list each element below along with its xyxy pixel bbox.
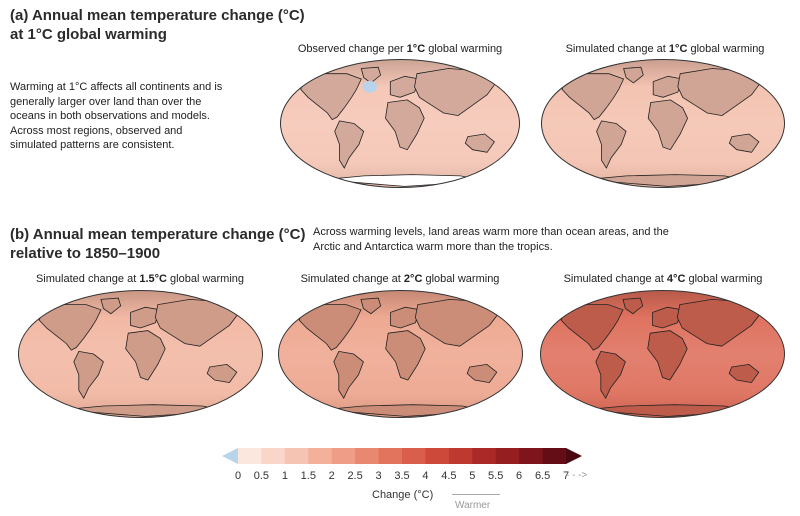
map-simulated-1c [540,58,786,189]
colorbar-swatch [238,448,262,464]
continent-south-america [595,350,626,400]
colorbar-tick-label: 2.5 [347,470,363,482]
colorbar-swatch [308,448,333,464]
colorbar-title: Change (°C) [372,489,434,501]
continent-south-america [596,120,627,169]
panel-b-title-line1: (b) Annual mean temperature change (°C) [10,226,306,243]
continent-europe [652,306,683,329]
continent-europe [389,75,420,98]
panel-b-title: (b) Annual mean temperature change (°C) … [10,225,305,263]
continent-greenland [622,297,644,315]
continent-europe [390,306,421,329]
continent-africa [125,330,166,381]
map-b1-caption: Simulated change at 1.5°C global warming [35,273,245,285]
panel-b-note: Across warming levels, land areas warm m… [313,226,669,253]
colorbar-tick-label: 6.5 [534,470,551,482]
colorbar-tick-label: 1 [281,470,288,482]
continent-greenland [360,297,382,315]
panel-a-note: Warming at 1°C affects all continents an… [10,81,223,151]
panel-a-title-line1: (a) Annual mean temperature change (°C) [10,7,305,24]
colorbar-tick-label: 2 [328,470,335,482]
continent-australia [464,133,495,153]
colorbar [222,448,582,464]
colorbar-tick-label: 3 [375,470,382,482]
colorbar-tick-label: 0 [234,470,242,482]
map-outline [18,290,263,418]
continent-greenland [100,297,122,315]
continent-greenland [623,66,644,84]
map-outline [541,59,785,188]
continent-north-america [300,73,362,121]
colorbar-tick-label: 4 [422,470,429,482]
colorbar-swatch [402,448,426,464]
map-observed-1c-svg [280,59,520,188]
continent-north-america [38,304,102,351]
map-simulated-1-5c [17,289,264,419]
colorbar-swatch [261,448,286,464]
colorbar-tick-label: 5 [469,470,476,482]
map-simulated-4c-svg [540,290,785,418]
colorbar-swatch [425,448,450,464]
continent-australia [728,363,760,384]
cooling-patch [362,80,378,93]
colorbar-swatch [448,448,473,464]
panel-a-title: (a) Annual mean temperature change (°C) … [10,6,305,44]
continent-africa [385,99,425,151]
colorbar-swatch [519,448,544,464]
continent-south-america [73,350,104,400]
map-outline [280,59,520,188]
colorbar-cool-tip [222,448,238,464]
map-a1-caption: Observed change per 1°C global warming [297,43,503,55]
colorbar-tick-label: 6 [516,470,523,482]
map-simulated-2c [277,289,524,419]
colorbar-swatches [222,448,582,464]
continent-africa [647,99,689,151]
colorbar-swatch [331,448,356,464]
colorbar-tick-label: 5.5 [488,470,504,482]
colorbar-tick-label: 0.5 [253,470,270,482]
colorbar-swatch [542,448,567,464]
continent-north-america [560,304,624,351]
map-simulated-2c-svg [278,290,523,418]
colorbar-tick-label: 7 [562,470,570,482]
panel-a-title-line2: at 1°C global warming [10,26,167,43]
continent-north-america [298,304,362,351]
continent-europe [652,75,684,98]
map-observed-1c [279,58,521,189]
continent-africa [647,330,688,381]
map-b3-caption: Simulated change at 4°C global warming [563,273,763,285]
continent-australia [466,363,498,384]
colorbar-swatch [284,448,309,464]
colorbar-swatch [495,448,520,464]
map-simulated-1c-svg [541,59,785,188]
colorbar-tick-labels: 0 0.5 1 1.5 2 2.5 3 3.5 4 4.5 5 5.5 6 6.5 7 [222,470,582,484]
continent-australia [206,363,238,384]
colorbar-warm-tip [566,448,582,464]
colorbar-dots: - - -> [566,470,588,481]
colorbar-tick-label: 4.5 [441,470,457,482]
colorbar-swatch [378,448,403,464]
panel-b-title-line2: relative to 1850–1900 [10,245,161,262]
map-b2-caption: Simulated change at 2°C global warming [300,273,500,285]
map-outline [540,290,785,418]
map-simulated-1-5c-svg [18,290,263,418]
continent-north-america [561,73,625,121]
map-outline [278,290,523,418]
map-simulated-4c [539,289,786,419]
colorbar-swatch [355,448,380,464]
map-a2-caption: Simulated change at 1°C global warming [565,43,765,55]
colorbar-swatch [472,448,497,464]
colorbar-tick-label: 3.5 [394,470,410,482]
continent-greenland [360,66,382,84]
warmer-arrow [452,494,500,495]
continent-europe [130,306,161,329]
continent-south-america [334,120,365,169]
continent-australia [728,133,760,153]
colorbar-tick-label: 1.5 [300,470,316,482]
colorbar-warmer-label: Warmer [455,500,491,511]
continent-africa [385,330,426,381]
continent-south-america [333,350,364,400]
